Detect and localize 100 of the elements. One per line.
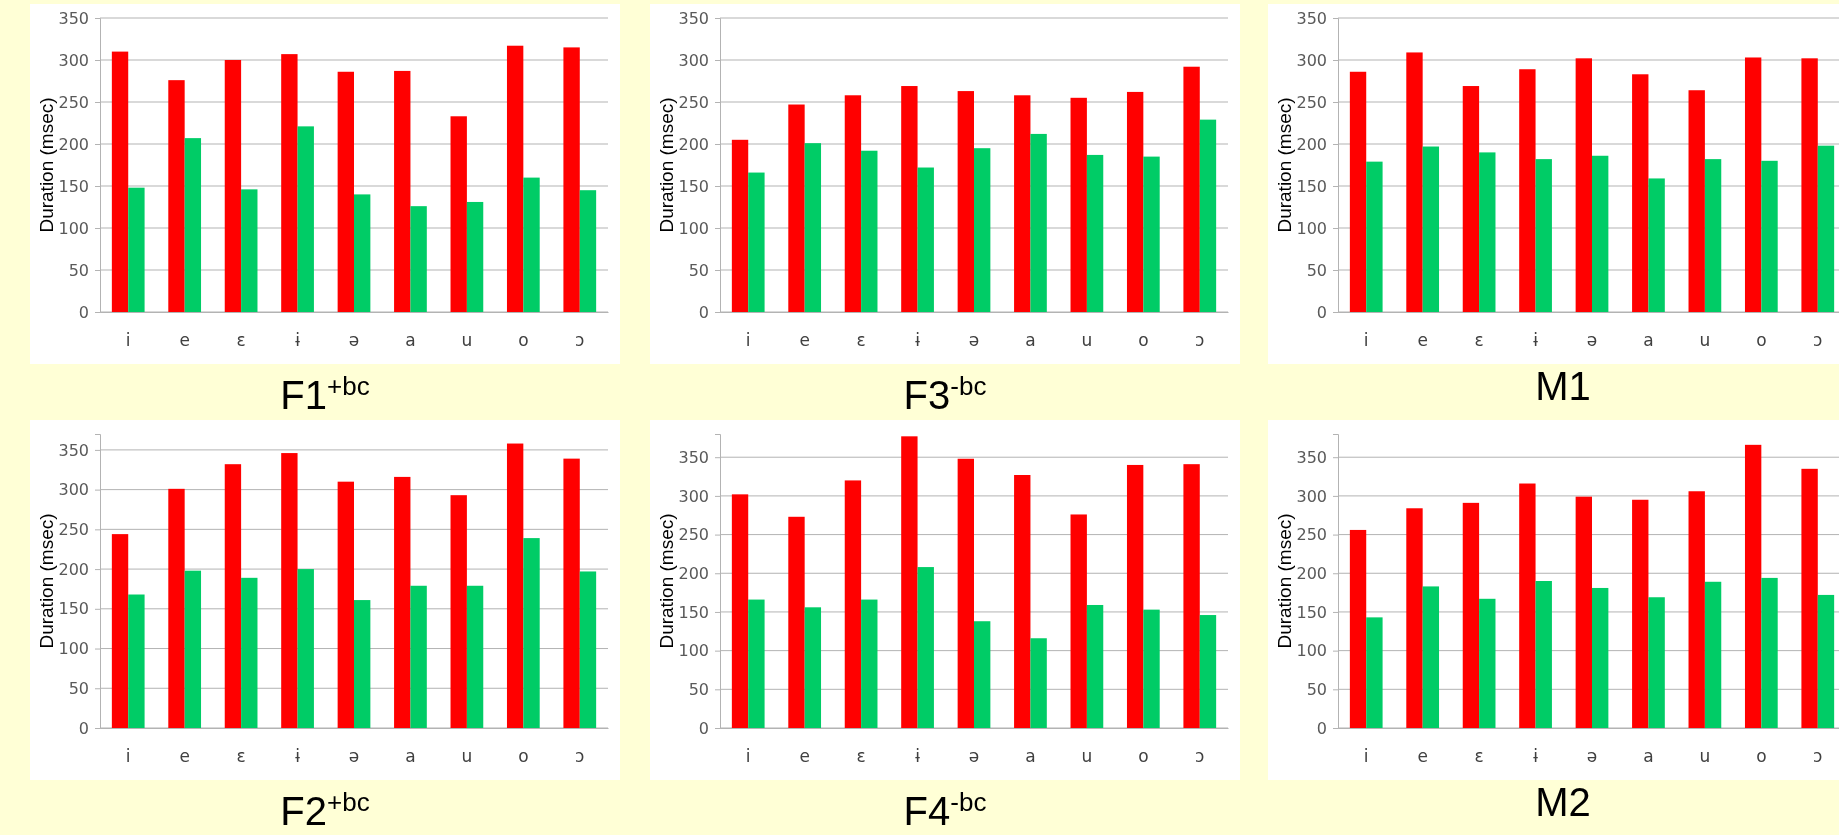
bar xyxy=(1761,577,1778,728)
bar xyxy=(1479,152,1496,312)
y-axis-title: Duration (msec) xyxy=(36,513,58,649)
bar xyxy=(1086,604,1104,728)
bar xyxy=(1632,74,1649,312)
x-tick-label: i xyxy=(125,746,131,767)
x-tick-label: ɛ xyxy=(236,746,246,767)
y-tick-label: 50 xyxy=(688,260,709,280)
bar xyxy=(579,190,597,312)
bar xyxy=(804,143,822,312)
bar xyxy=(748,599,765,728)
text: M1 xyxy=(1534,364,1592,408)
bar xyxy=(1648,178,1665,312)
x-tick-label: i xyxy=(745,746,751,767)
bar xyxy=(450,116,467,312)
bar xyxy=(241,577,258,728)
y-tick-label: 350 xyxy=(678,8,709,28)
x-tick-label: e xyxy=(1417,330,1428,351)
bar xyxy=(563,47,580,312)
bar xyxy=(1761,160,1778,312)
x-tick-label: i xyxy=(1363,746,1369,767)
x-tick-label: o xyxy=(518,330,529,351)
y-tick-label: 100 xyxy=(58,639,89,659)
bar xyxy=(844,480,862,728)
bar xyxy=(1143,156,1160,312)
bar xyxy=(1199,119,1217,312)
bar xyxy=(506,45,524,312)
y-tick-label: 0 xyxy=(698,302,709,322)
bar xyxy=(1183,464,1200,728)
text: F4$^{-bc}$ xyxy=(902,786,988,833)
x-tick-label: ɨ xyxy=(915,746,921,767)
bar xyxy=(901,86,918,312)
bar xyxy=(1535,581,1552,728)
x-tick-label: u xyxy=(1081,330,1093,351)
text: F3$^{-bc}$ xyxy=(902,370,988,417)
bar xyxy=(974,148,991,312)
y-tick-label: 200 xyxy=(58,134,89,154)
bar xyxy=(1519,483,1536,728)
y-tick-label: 350 xyxy=(58,8,89,28)
x-tick-label: a xyxy=(405,330,416,351)
y-axis-title: Duration (msec) xyxy=(656,513,678,649)
y-axis-title: Duration (msec) xyxy=(36,97,58,233)
bar xyxy=(466,585,484,728)
bar xyxy=(184,138,202,312)
text: M2 xyxy=(1534,780,1592,824)
y-tick-label: 350 xyxy=(58,440,89,460)
bar xyxy=(1575,496,1592,728)
bar xyxy=(1535,159,1552,312)
y-tick-label: 100 xyxy=(678,641,709,661)
x-tick-label: o xyxy=(518,746,529,767)
bar xyxy=(1688,491,1705,728)
bar xyxy=(337,481,354,728)
bar xyxy=(1801,58,1818,312)
x-tick-label: ɨ xyxy=(1533,330,1539,351)
bar xyxy=(917,167,934,312)
bar xyxy=(1817,145,1835,312)
bar xyxy=(1801,468,1818,728)
bar xyxy=(1519,69,1536,312)
x-tick-label: a xyxy=(1025,746,1036,767)
x-tick-label: e xyxy=(799,330,810,351)
y-tick-label: 300 xyxy=(1296,50,1327,70)
y-axis-title: Duration (msec) xyxy=(1274,513,1296,649)
bar xyxy=(111,534,129,728)
bar xyxy=(731,139,749,312)
x-tick-label: u xyxy=(1699,746,1711,767)
bar xyxy=(844,95,862,312)
y-tick-label: 200 xyxy=(1296,134,1327,154)
bar xyxy=(1704,581,1722,728)
bar xyxy=(297,126,314,312)
bar xyxy=(1688,90,1705,312)
bar xyxy=(957,91,974,312)
y-tick-label: 50 xyxy=(1306,679,1327,699)
bar xyxy=(1406,508,1423,728)
bar xyxy=(450,495,467,728)
bar xyxy=(168,488,185,728)
x-tick-label: e xyxy=(1417,746,1428,767)
bar xyxy=(1704,159,1722,312)
bar xyxy=(1126,91,1144,312)
bar xyxy=(1462,502,1480,728)
bar xyxy=(281,453,298,728)
x-tick-label: ɛ xyxy=(856,746,866,767)
bar xyxy=(394,70,411,312)
bar xyxy=(1070,97,1087,312)
bar xyxy=(1575,58,1592,312)
y-tick-label: 250 xyxy=(58,519,89,539)
bar xyxy=(506,443,524,728)
bar xyxy=(1744,57,1762,312)
x-tick-label: u xyxy=(461,746,473,767)
x-tick-label: ɨ xyxy=(1533,746,1539,767)
bar xyxy=(523,538,540,728)
bar xyxy=(1592,587,1609,728)
x-tick-label: i xyxy=(125,330,131,351)
y-tick-label: 250 xyxy=(678,525,709,545)
y-tick-label: 200 xyxy=(678,134,709,154)
bar xyxy=(917,567,934,728)
x-tick-label: ɔ xyxy=(1813,330,1823,351)
y-tick-label: 100 xyxy=(1296,218,1327,238)
x-tick-label: ɨ xyxy=(295,330,301,351)
bar xyxy=(523,177,540,312)
y-tick-label: 0 xyxy=(78,718,89,738)
